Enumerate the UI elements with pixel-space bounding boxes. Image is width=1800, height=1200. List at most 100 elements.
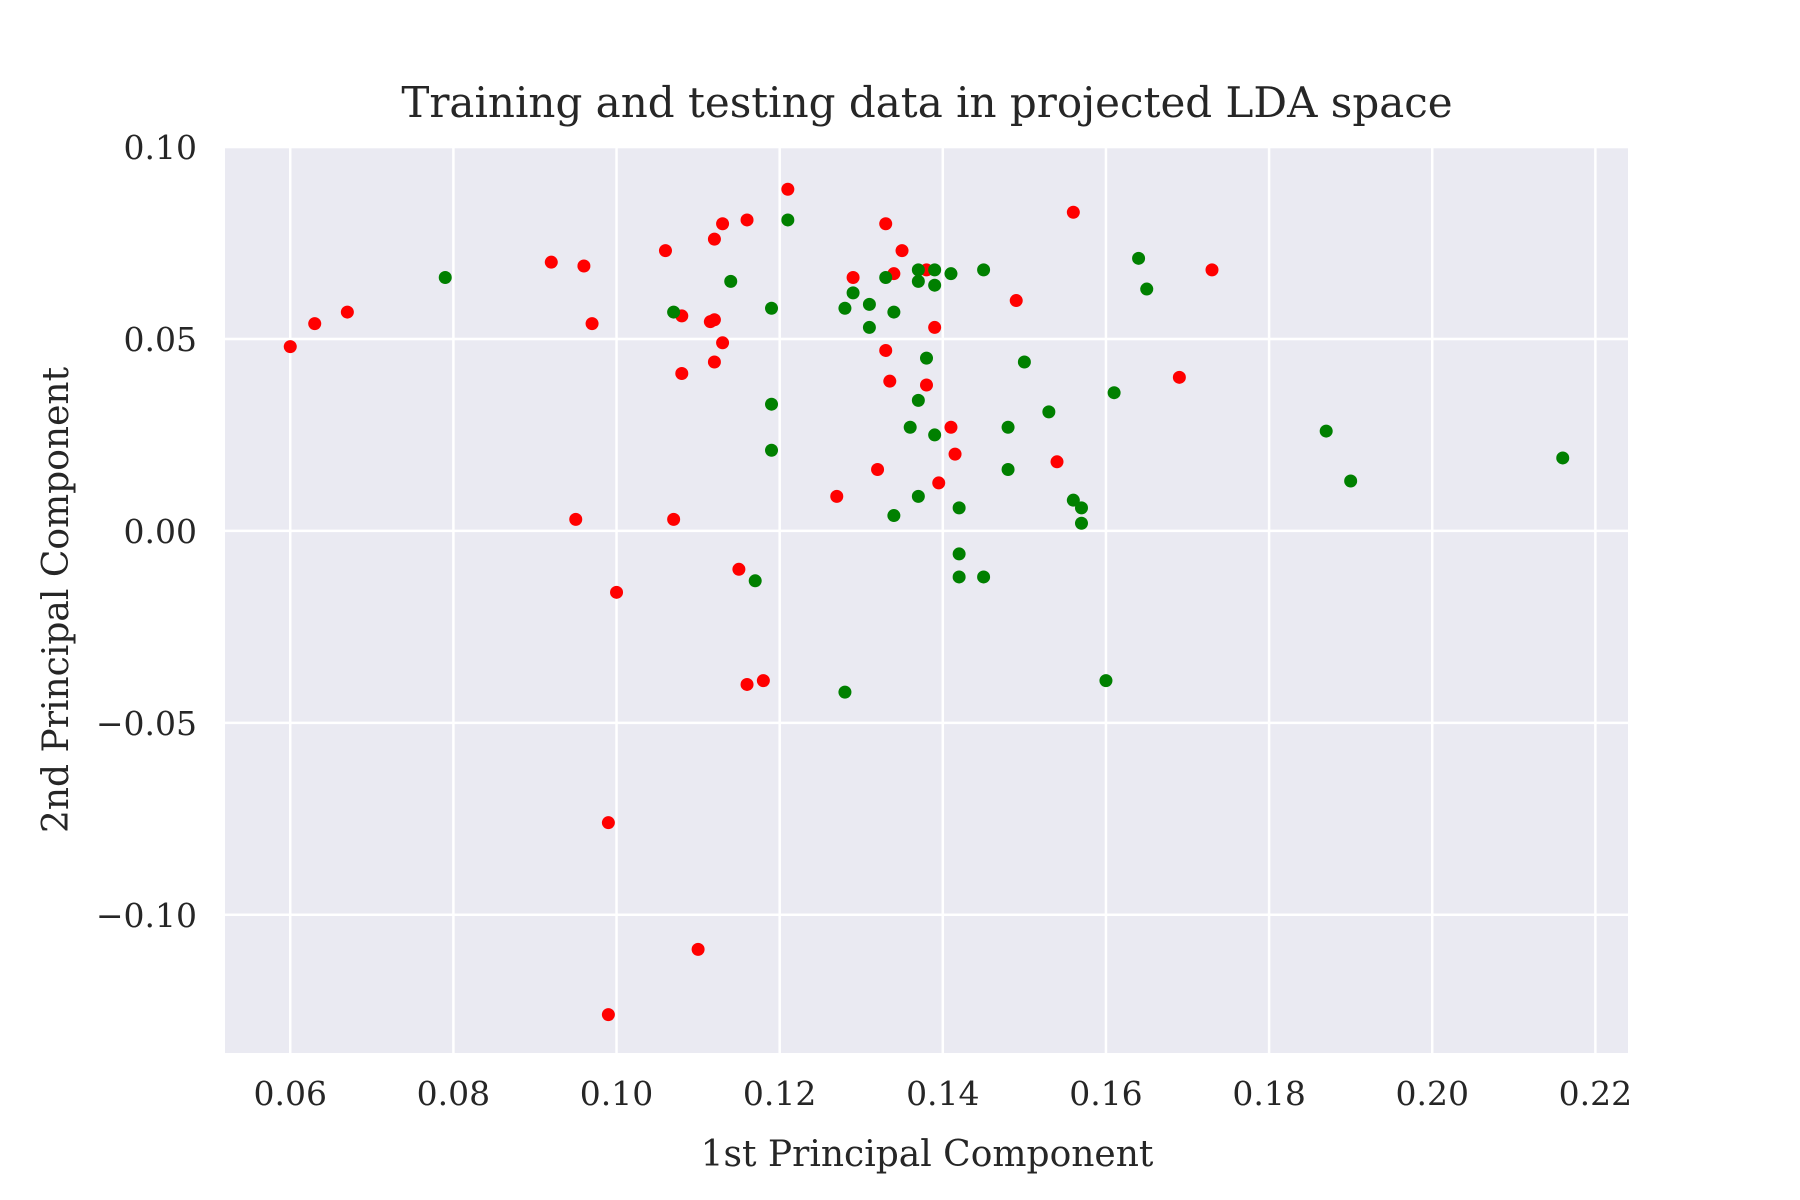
data-points — [283, 182, 1570, 1022]
data-point — [838, 301, 852, 315]
data-point — [1132, 251, 1146, 265]
data-point — [944, 267, 958, 281]
y-tick-label: 0.05 — [124, 320, 197, 359]
data-point — [707, 355, 721, 369]
data-point — [610, 585, 624, 599]
x-tick-labels: 0.06 0.08 0.10 0.12 0.14 0.16 0.18 0.20 0.22 — [254, 1074, 1633, 1113]
data-point — [1099, 674, 1113, 688]
data-point — [952, 501, 966, 515]
data-point — [667, 512, 681, 526]
x-tick-label: 0.12 — [743, 1074, 816, 1113]
data-point — [1001, 420, 1015, 434]
data-point — [740, 213, 754, 227]
data-point — [920, 351, 933, 365]
data-point — [879, 271, 893, 285]
data-point — [340, 305, 354, 319]
series-0 — [283, 182, 1219, 1022]
y-tick-label: −0.05 — [96, 704, 197, 743]
x-tick-label: 0.22 — [1559, 1074, 1632, 1113]
x-tick-label: 0.10 — [580, 1074, 653, 1113]
data-point — [716, 336, 730, 350]
y-tick-label: 0.00 — [124, 512, 197, 551]
data-point — [911, 489, 925, 503]
x-tick-label: 0.18 — [1232, 1074, 1305, 1113]
data-point — [658, 244, 672, 258]
data-point — [781, 182, 795, 196]
x-tick-label: 0.08 — [417, 1074, 490, 1113]
data-point — [601, 1008, 615, 1022]
data-point — [1172, 370, 1186, 384]
data-point — [756, 674, 770, 688]
data-point — [952, 547, 966, 561]
data-point — [883, 374, 897, 388]
data-point — [1205, 263, 1219, 277]
y-tick-labels: 0.10 0.05 0.00 −0.05 −0.10 — [96, 128, 197, 935]
data-point — [879, 343, 893, 357]
data-point — [928, 320, 942, 334]
data-point — [438, 271, 452, 285]
data-point — [1042, 405, 1056, 419]
data-point — [1009, 294, 1023, 308]
data-point — [1017, 355, 1031, 369]
y-tick-label: −0.10 — [96, 896, 197, 935]
y-axis-label: 2nd Principal Component — [36, 366, 77, 833]
data-point — [308, 317, 322, 331]
data-point — [952, 570, 966, 584]
data-point — [1066, 205, 1080, 219]
data-point — [879, 217, 893, 231]
data-point — [903, 420, 917, 434]
data-point — [585, 317, 599, 331]
x-gridlines — [289, 147, 1597, 1053]
data-point — [838, 685, 852, 699]
data-point — [977, 263, 991, 277]
y-gridlines — [225, 145, 1628, 917]
data-point — [707, 232, 721, 246]
data-point — [601, 816, 615, 830]
data-point — [1140, 282, 1154, 296]
data-point — [1107, 386, 1121, 400]
data-point — [1344, 474, 1358, 488]
data-point — [703, 315, 717, 329]
data-point — [716, 217, 730, 231]
data-point — [928, 428, 942, 442]
data-point — [846, 286, 860, 300]
data-point — [887, 305, 901, 319]
data-point — [577, 259, 591, 273]
y-tick-label: 0.10 — [124, 128, 197, 167]
data-point — [871, 462, 885, 476]
data-point — [862, 297, 876, 311]
data-point — [830, 489, 844, 503]
data-point — [911, 263, 925, 277]
series-1 — [438, 213, 1570, 699]
data-point — [740, 677, 754, 691]
plot-area — [225, 147, 1628, 1053]
data-point — [932, 476, 946, 490]
data-point — [944, 420, 958, 434]
data-point — [1074, 501, 1088, 515]
data-point — [765, 443, 779, 457]
chart-title: Training and testing data in projected L… — [401, 78, 1452, 127]
x-tick-label: 0.20 — [1395, 1074, 1468, 1113]
data-point — [948, 447, 962, 461]
data-point — [544, 255, 558, 269]
data-point — [765, 397, 779, 411]
data-point — [928, 278, 942, 292]
x-axis-label: 1st Principal Component — [701, 1134, 1154, 1175]
data-point — [920, 378, 933, 392]
data-point — [724, 274, 738, 288]
data-point — [846, 271, 860, 285]
data-point — [977, 570, 991, 584]
data-point — [748, 574, 762, 588]
data-point — [1556, 451, 1570, 465]
data-point — [1050, 455, 1064, 469]
data-point — [781, 213, 795, 227]
data-point — [283, 340, 297, 354]
x-tick-label: 0.16 — [1069, 1074, 1142, 1113]
data-point — [1319, 424, 1333, 438]
data-point — [1074, 516, 1088, 530]
x-tick-label: 0.06 — [254, 1074, 327, 1113]
data-point — [862, 320, 876, 334]
data-point — [1066, 493, 1080, 507]
data-point — [887, 509, 901, 523]
data-point — [928, 263, 942, 277]
